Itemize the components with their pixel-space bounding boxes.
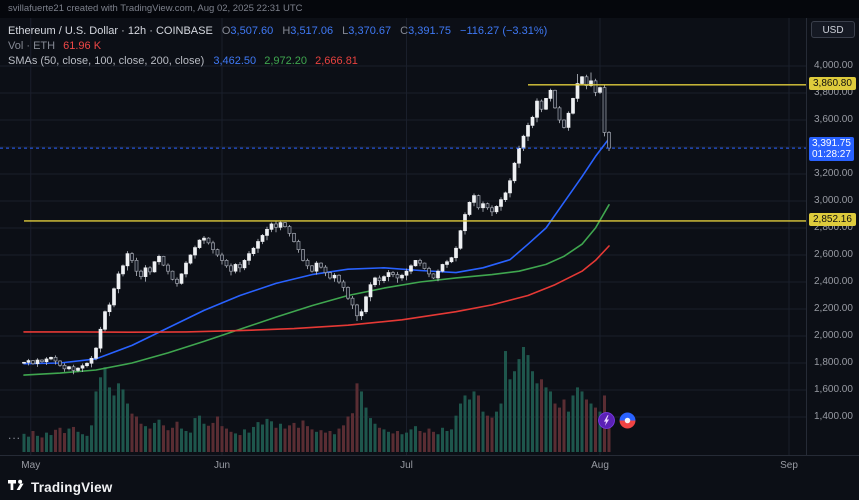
price-tick-label: 3,600.00 [814,114,853,125]
high-value: 3,517.06 [290,25,334,37]
tradingview-wordmark[interactable]: TradingView [31,480,113,495]
price-axis[interactable]: USD 4,000.003,800.003,600.003,400.003,20… [806,18,859,455]
low-value: 3,370.67 [348,25,392,37]
time-axis-label: Sep [780,460,798,471]
price-tick-label: 2,600.00 [814,249,853,260]
level-price-badge: 3,860.80 [809,76,856,90]
candles [22,72,611,375]
volume-label: Vol · ETH [8,40,56,52]
volume-legend-row[interactable]: Vol · ETH 61.96 K [8,39,547,54]
sma100-value: 2,972.20 [264,55,308,67]
sma200-value: 2,666.81 [315,55,358,67]
low-label: L [342,25,349,37]
time-axis-label: Jul [400,460,413,471]
chart-stickers [598,412,636,429]
price-tick-label: 3,800.00 [814,87,853,98]
sma100-line [23,204,610,376]
close-label: C [400,25,409,37]
sma-legend-row[interactable]: SMAs (50, close, 100, close, 200, close)… [8,54,547,69]
tradingview-logo-icon[interactable] [7,476,25,499]
price-tick-label: 2,400.00 [814,276,853,287]
purple-lightning-sticker-icon[interactable] [598,412,615,429]
attribution-text: svillafuerte21 created with TradingView.… [8,3,303,14]
last-price-badge: 3,391.75 01:28:27 [809,137,854,162]
price-plot[interactable] [0,18,806,455]
symbol-title[interactable]: Ethereum / U.S. Dollar · 12h · COINBASE [8,25,213,37]
time-axis-label: Jun [213,460,231,471]
attribution-bar: svillafuerte21 created with TradingView.… [0,0,859,18]
price-tick-label: 1,600.00 [814,384,853,395]
currency-toggle-button[interactable]: USD [811,21,855,38]
price-tick-label: 3,200.00 [814,168,853,179]
time-axis-label: May [21,460,41,471]
level-lines [0,84,806,222]
level-price-badge: 2,852.16 [809,212,856,226]
price-tick-label: 1,800.00 [814,357,853,368]
open-label: O [221,25,231,37]
close-value: 3,391.75 [408,25,451,37]
open-value: 3,507.60 [230,25,274,37]
time-axis-label: Aug [591,460,609,471]
price-tick-label: 3,000.00 [814,195,853,206]
blue-red-swirl-sticker-icon[interactable] [619,412,636,429]
change-value: −116.27 (−3.31%) [460,25,548,37]
grid-lines [0,18,806,455]
chart-legend: Ethereum / U.S. Dollar · 12h · COINBASE … [8,24,547,69]
sma-lines [23,137,610,376]
sma50-line [23,137,610,365]
price-tick-label: 1,400.00 [814,411,853,422]
price-tick-label: 2,200.00 [814,303,853,314]
legend-overflow-ellipsis[interactable]: ... [8,428,22,442]
volume-bars [22,347,611,452]
sma50-value: 3,462.50 [213,55,257,67]
price-tick-label: 2,000.00 [814,330,853,341]
high-label: H [282,25,291,37]
sma200-line [23,245,610,333]
footer-brand-bar: TradingView [0,475,859,500]
volume-value: 61.96 K [63,40,102,52]
sma-label: SMAs (50, close, 100, close, 200, close) [8,55,205,67]
time-axis[interactable]: May Jun Jul Aug Sep [0,455,859,475]
symbol-legend-row[interactable]: Ethereum / U.S. Dollar · 12h · COINBASE … [8,24,547,39]
price-tick-label: 4,000.00 [814,60,853,71]
chart-canvas[interactable]: Ethereum / U.S. Dollar · 12h · COINBASE … [0,18,806,455]
price-tick-label: 2,800.00 [814,222,853,233]
